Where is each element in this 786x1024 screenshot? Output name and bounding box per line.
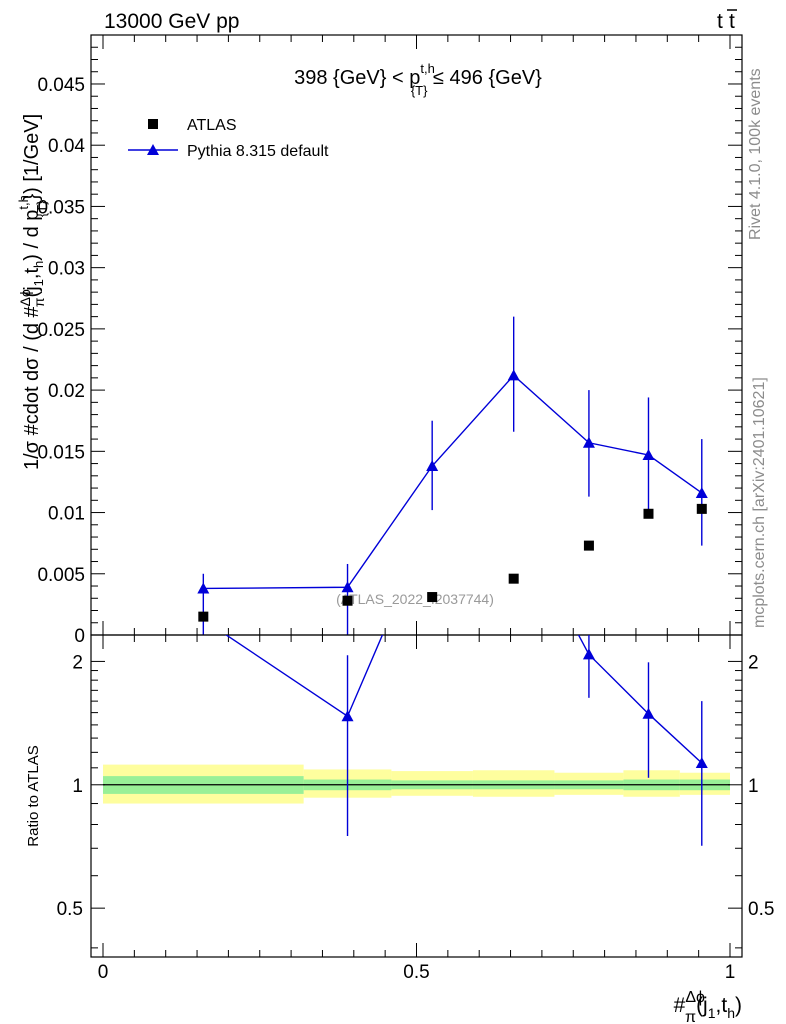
y-tick-label: 0.03 bbox=[48, 259, 85, 280]
y-tick-label: 0.02 bbox=[48, 381, 85, 402]
atlas-point bbox=[427, 592, 438, 603]
header-ttbar: t t bbox=[717, 9, 737, 33]
ratio-point bbox=[508, 507, 520, 518]
atlas-point bbox=[198, 611, 209, 622]
mcplots-label: mcplots.cern.ch [arXiv:2401.10621] bbox=[751, 377, 768, 628]
ratio-data bbox=[225, 507, 708, 846]
pythia-point bbox=[642, 449, 655, 460]
main-data bbox=[197, 316, 708, 635]
ratio-pythia-line bbox=[225, 635, 703, 764]
pythia-point bbox=[507, 369, 520, 381]
y-tick-label: 0 bbox=[74, 626, 85, 647]
x-tick-label: 0.5 bbox=[403, 962, 429, 983]
svg-text:t: t bbox=[717, 10, 723, 33]
ratio-y-tick-label: 1 bbox=[72, 776, 83, 797]
svg-text:t: t bbox=[729, 10, 735, 33]
ratio-y-tick-label: 2 bbox=[72, 652, 83, 673]
legend-entry-atlas: ATLAS bbox=[148, 117, 237, 134]
atlas-point bbox=[342, 595, 353, 606]
ratio-y-tick-label-right: 0.5 bbox=[748, 899, 774, 920]
legend-atlas-marker bbox=[148, 119, 158, 129]
ratio-y-label: Ratio to ATLAS bbox=[25, 745, 42, 846]
atlas-point bbox=[583, 540, 594, 551]
legend-pythia-label: Pythia 8.315 default bbox=[187, 143, 329, 160]
legend-atlas-label: ATLAS bbox=[187, 117, 237, 134]
ratio-point bbox=[642, 707, 655, 719]
y-tick-label: 0.025 bbox=[37, 320, 85, 341]
main-panel: 0 0.005 0.01 0.015 0.02 0.025 0.03 0.035 0.04 0.0… bbox=[16, 34, 743, 647]
x-tick-label: 1 bbox=[725, 962, 736, 983]
atlas-point bbox=[643, 508, 654, 519]
x-tick-label: 0 bbox=[98, 962, 109, 983]
atlas-point bbox=[696, 503, 707, 514]
y-tick-label: 0.035 bbox=[37, 197, 85, 218]
ratio-bands bbox=[103, 764, 730, 804]
y-tick-label: 0.015 bbox=[37, 442, 85, 463]
ratio-axes: 0.5 0.5 1 1 2 2 0 0.5 1 bbox=[57, 635, 774, 983]
ratio-point bbox=[695, 757, 708, 769]
y-tick-label: 0.045 bbox=[37, 75, 85, 96]
ratio-y-tick-label-right: 1 bbox=[748, 776, 759, 797]
pythia-point bbox=[341, 581, 354, 593]
pythia-point bbox=[426, 460, 439, 472]
main-y-axis: 0 0.005 0.01 0.015 0.02 0.025 0.03 0.035 0.04 0.0… bbox=[37, 35, 742, 647]
y-tick-label: 0.04 bbox=[48, 136, 85, 157]
pythia-point bbox=[695, 486, 708, 498]
pythia-point bbox=[197, 582, 210, 594]
ratio-point bbox=[426, 513, 438, 524]
pythia-point bbox=[582, 436, 595, 448]
ratio-x-label: #Δϕ π(j1,th) bbox=[674, 989, 742, 1024]
rivet-label: Rivet 4.1.0, 100k events bbox=[747, 68, 764, 240]
legend-pythia-marker bbox=[147, 144, 159, 155]
y-tick-label: 0.01 bbox=[48, 504, 85, 525]
ratio-y-tick-label-right: 2 bbox=[748, 652, 759, 673]
plot-title: 398 {GeV} < pt,h {T} ≤ 496 {GeV} bbox=[294, 61, 542, 98]
watermark: (ATLAS_2022_I2037744) bbox=[336, 591, 494, 607]
legend: ATLAS Pythia 8.315 default bbox=[128, 117, 329, 160]
legend-entry-pythia: Pythia 8.315 default bbox=[128, 143, 329, 160]
main-y-label: 1/σ #cdot dσ / (d #Δϕπ(j1,th) / d pt,h {T… bbox=[16, 114, 49, 470]
ratio-point bbox=[582, 648, 595, 660]
atlas-point bbox=[508, 573, 519, 584]
header-energy: 13000 GeV pp bbox=[104, 10, 239, 33]
pythia-line bbox=[203, 374, 703, 590]
ratio-y-tick-label: 0.5 bbox=[57, 899, 83, 920]
ratio-panel: 0.5 0.5 1 1 2 2 0 0.5 1 Ratio to ATLAS #Δϕ π(j1,t… bbox=[25, 507, 774, 1024]
ratio-point bbox=[341, 710, 354, 722]
y-tick-label: 0.005 bbox=[37, 565, 85, 586]
